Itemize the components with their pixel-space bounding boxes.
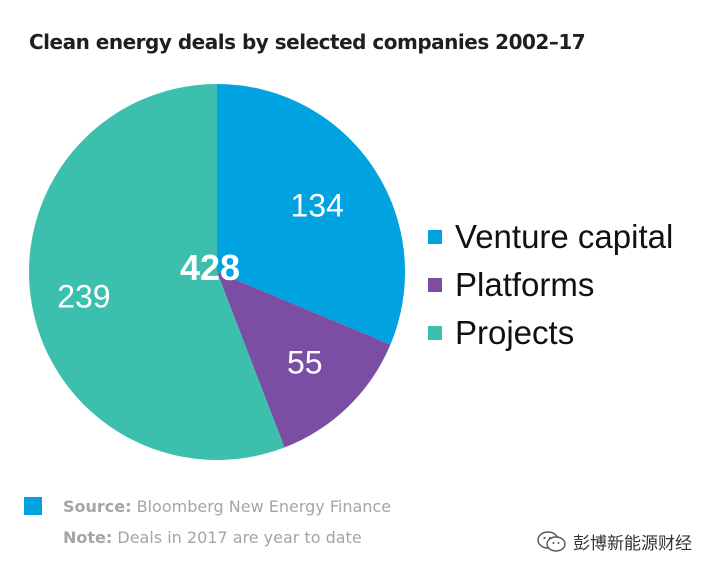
legend-label: Platforms <box>455 266 595 303</box>
note-text: Deals in 2017 are year to date <box>117 528 362 547</box>
note-key: Note: <box>63 528 113 547</box>
pie-labels: 134 55 239 <box>57 187 344 380</box>
source-line: Source: Bloomberg New Energy Finance <box>63 496 391 527</box>
legend-item-platforms: Platforms <box>428 261 673 309</box>
pie-slice-venture-capital <box>217 84 405 345</box>
chart-title: Clean energy deals by selected companies… <box>29 30 586 54</box>
legend: Venture capital Platforms Projects <box>428 213 673 357</box>
legend-label: Projects <box>455 314 575 351</box>
legend-item-projects: Projects <box>428 309 673 357</box>
pie-slices <box>29 84 405 460</box>
pie-slice-projects <box>29 84 285 460</box>
legend-item-venture-capital: Venture capital <box>428 213 673 261</box>
wechat-icon <box>537 530 566 552</box>
slice-value-label: 239 <box>57 279 110 315</box>
center-total-label: 428 <box>180 247 240 288</box>
legend-swatch <box>428 326 442 340</box>
watermark-text: 彭博新能源财经 <box>573 534 692 554</box>
source-key: Source: <box>63 497 132 516</box>
note-line: Note: Deals in 2017 are year to date <box>63 527 391 558</box>
pie-slice-platforms <box>217 272 391 448</box>
legend-swatch <box>428 278 442 292</box>
slice-value-label: 55 <box>287 344 323 380</box>
source-text: Bloomberg New Energy Finance <box>136 497 392 516</box>
chart-footer: Source: Bloomberg New Energy Finance Not… <box>63 496 391 558</box>
legend-swatch <box>428 230 442 244</box>
legend-label: Venture capital <box>455 218 674 255</box>
slice-value-label: 134 <box>290 187 343 223</box>
watermark: 彭博新能源财经 <box>537 529 692 554</box>
source-marker <box>24 497 42 515</box>
